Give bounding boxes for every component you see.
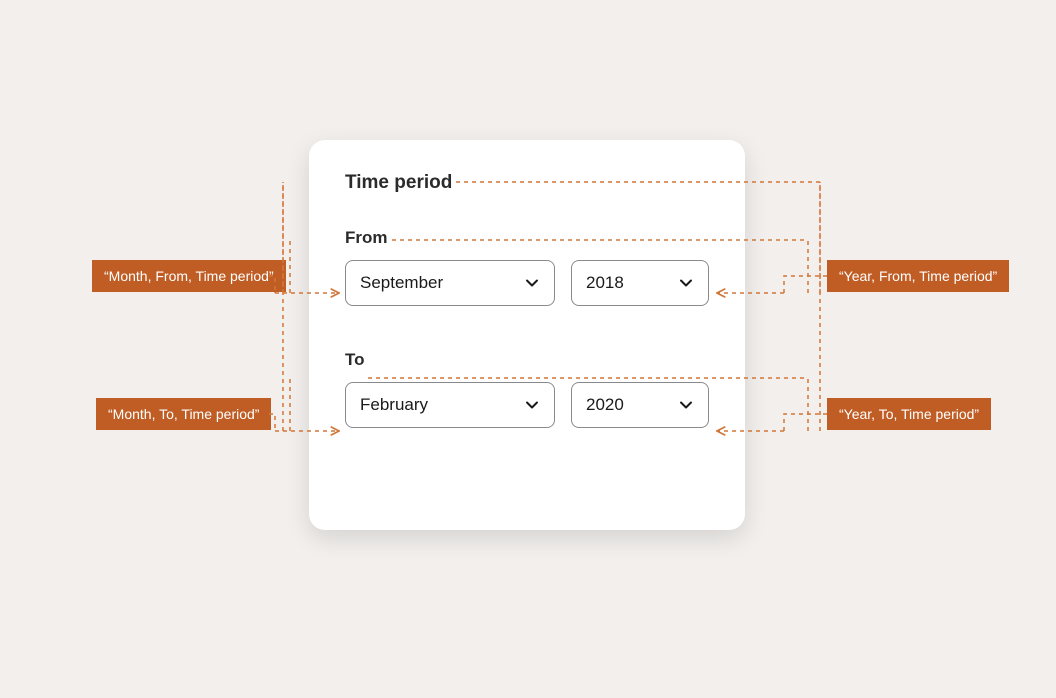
annotation-to-month: “Month, To, Time period” [96, 398, 271, 430]
card-title: Time period [345, 172, 709, 194]
chevron-down-icon [678, 275, 694, 291]
annotation-from-year: “Year, From, Time period” [827, 260, 1009, 292]
to-year-select[interactable]: 2020 [571, 382, 709, 428]
from-label: From [345, 228, 709, 248]
chevron-down-icon [524, 275, 540, 291]
chevron-down-icon [524, 397, 540, 413]
to-group: To February 2020 [345, 350, 709, 428]
chevron-down-icon [678, 397, 694, 413]
from-selects-row: September 2018 [345, 260, 709, 306]
from-month-select[interactable]: September [345, 260, 555, 306]
from-group: From September 2018 [345, 228, 709, 306]
to-selects-row: February 2020 [345, 382, 709, 428]
from-month-value: September [360, 273, 443, 293]
to-label: To [345, 350, 709, 370]
annotation-from-month: “Month, From, Time period” [92, 260, 286, 292]
from-year-value: 2018 [586, 273, 624, 293]
to-year-value: 2020 [586, 395, 624, 415]
to-month-select[interactable]: February [345, 382, 555, 428]
annotation-to-year: “Year, To, Time period” [827, 398, 991, 430]
time-period-card: Time period From September 2018 To Febru… [309, 140, 745, 530]
to-month-value: February [360, 395, 428, 415]
from-year-select[interactable]: 2018 [571, 260, 709, 306]
